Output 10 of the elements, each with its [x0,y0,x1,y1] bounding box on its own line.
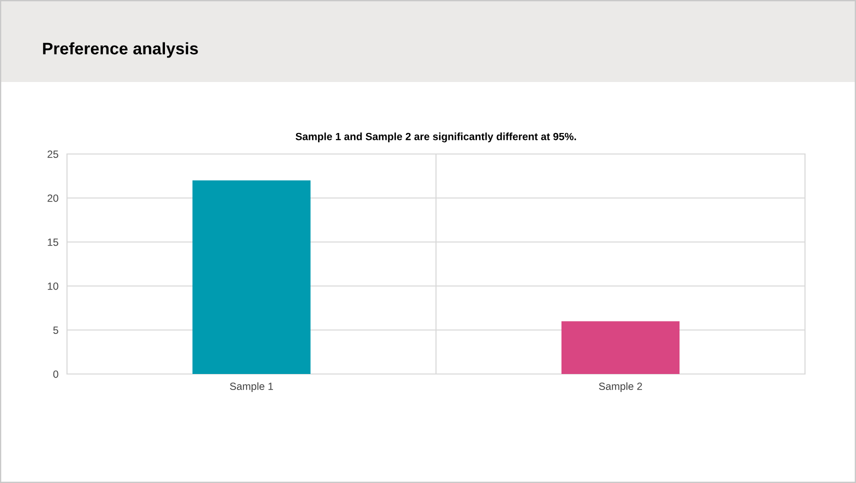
y-tick-label: 15 [48,238,58,246]
y-tick-label: 0 [53,370,58,378]
chart-subtitle: Sample 1 and Sample 2 are significantly different at 95%. [296,132,576,142]
x-tick-label: Sample 1 [230,382,273,392]
y-tick-label: 25 [48,150,58,158]
chart-title: Preference analysis [43,42,198,58]
y-tick-label: 5 [53,326,58,334]
y-tick-label: 20 [48,194,58,202]
x-tick-label: Sample 2 [598,382,642,392]
y-tick-label: 10 [48,282,58,290]
